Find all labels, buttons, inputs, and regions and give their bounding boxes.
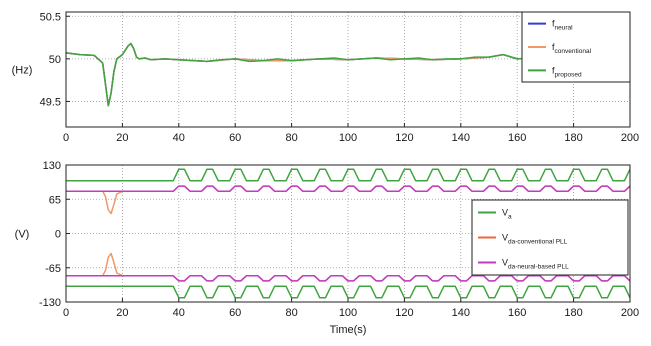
x-tick-label: 180 [564,307,582,319]
legend-entry-label: Vda-neural-based PLL [502,258,569,271]
x-tick-label: 200 [621,307,639,319]
x-tick-label: 160 [508,132,526,144]
x-tick-label: 140 [452,132,470,144]
y-tick-label: 0 [55,229,61,241]
y-axis-label: (V) [15,229,30,241]
legend-box [471,199,629,276]
x-tick-label: 20 [116,307,128,319]
series-line-va-lower [66,285,631,299]
x-tick-label: 120 [395,132,413,144]
x-tick-label: 160 [508,307,526,319]
x-tick-label: 100 [339,307,357,319]
x-tick-label: 0 [63,132,69,144]
x-tick-label: 0 [63,307,69,319]
x-axis-label: Time(s) [330,324,367,336]
y-tick-label: 50.5 [40,11,61,23]
x-tick-label: 140 [452,307,470,319]
x-tick-label: 180 [564,132,582,144]
x-tick-label: 60 [229,132,241,144]
y-axis-label: (Hz) [12,65,33,77]
x-tick-label: 40 [173,132,185,144]
x-tick-label: 100 [339,132,357,144]
y-tick-label: 49.5 [40,96,61,108]
x-tick-label: 80 [285,132,297,144]
legend-entry-label: Va [502,208,512,221]
frequency-panel: 0 20 40 60 80 100 120 140 160 180 200 50.5 50 49.5 (Hz… [12,11,640,144]
x-tick-label: 120 [395,307,413,319]
series-line-va-upper [66,168,631,182]
legend-entry-label: fproposed [552,65,582,78]
legend: Va Vda-conventional PLL Vda-neural-based P… [471,199,629,276]
legend-entry-label: fconventional [552,42,592,55]
legend-entry-label: Vda-conventional PLL [502,233,568,246]
series-line-neural-upper [66,185,631,193]
legend: fneural fconventional fproposed [521,11,631,83]
voltage-panel: 0 20 40 60 80 100 120 140 160 180 200 130 65 0 -65 -130… [15,160,640,336]
x-tick-label: 40 [173,307,185,319]
x-tick-label: 80 [285,307,297,319]
y-tick-label: -130 [39,297,61,309]
y-tick-label: 130 [43,160,61,172]
y-tick-label: -65 [45,263,61,275]
series-line-proposed [65,42,630,107]
x-tick-label: 20 [116,132,128,144]
x-tick-label: 200 [621,132,639,144]
y-tick-label: 50 [49,54,61,66]
x-tick-label: 60 [229,307,241,319]
y-tick-label: 65 [49,194,61,206]
legend-entry-label: fneural [552,19,573,32]
series-line-neural-lower [66,274,631,282]
